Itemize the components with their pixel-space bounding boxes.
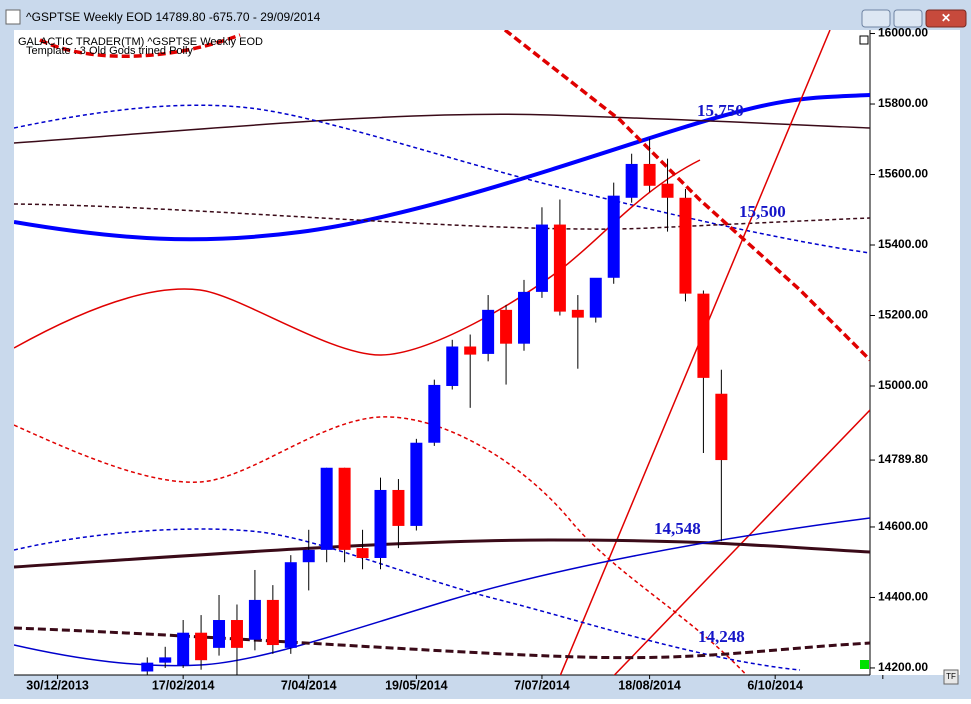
tf-button[interactable] <box>943 669 959 685</box>
candle-body <box>374 489 387 558</box>
candle-body <box>715 393 728 461</box>
candle-body <box>141 662 154 672</box>
overlay-line <box>613 409 870 675</box>
overlay-line <box>14 93 870 242</box>
chart-header: GALACTIC TRADER(TM) ^GSPTSE Weekly EOD <box>18 36 263 48</box>
y-tick-label: 16000.00 <box>878 26 928 40</box>
chart-header: Template : 3 Old Gods trined Polly <box>26 45 193 57</box>
candle-body <box>159 657 172 663</box>
overlay-line <box>14 517 870 667</box>
window-title: ^GSPTSE Weekly EOD 14789.80 -675.70 - 29… <box>26 10 321 24</box>
panel-box[interactable] <box>859 35 869 45</box>
candle-body <box>571 309 584 318</box>
y-tick-label: 15000.00 <box>878 378 928 392</box>
annotation: 14,248 <box>698 627 745 646</box>
x-tick-label: 7/04/2014 <box>281 678 337 692</box>
candle-body <box>679 197 692 294</box>
candle-body <box>607 195 620 278</box>
overlay-line <box>14 626 870 660</box>
candle-body <box>410 442 423 526</box>
annotation: 15,750 <box>697 101 744 120</box>
candle-body <box>266 599 279 646</box>
y-tick-label: 14200.00 <box>878 660 928 674</box>
candle-body <box>392 489 405 526</box>
candle-body <box>589 277 602 318</box>
overlay-line <box>14 416 748 675</box>
x-tick-label: 19/05/2014 <box>385 678 448 692</box>
candle-body <box>625 163 638 198</box>
y-tick-label: 15800.00 <box>878 96 928 110</box>
tf-label: TF <box>946 672 956 681</box>
minimize-button[interactable] <box>861 9 891 28</box>
maximize-button[interactable] <box>893 9 923 28</box>
annotation: 15,500 <box>739 202 786 221</box>
y-tick-label: 14600.00 <box>878 519 928 533</box>
overlay-line <box>14 538 870 569</box>
candle-body <box>177 632 190 666</box>
candle-body <box>320 467 333 550</box>
candle-body <box>697 293 710 378</box>
x-tick-label: 7/07/2014 <box>514 678 570 692</box>
candle-body <box>356 548 369 558</box>
candle-body <box>661 183 674 198</box>
candle-body <box>500 309 513 344</box>
overlay-line <box>14 104 870 254</box>
candle-body <box>446 346 459 386</box>
candle-body <box>482 309 495 354</box>
candles <box>141 138 728 675</box>
x-tick-label: 30/12/2013 <box>26 678 89 692</box>
overlay-line <box>559 30 831 675</box>
x-tick-label: 18/08/2014 <box>618 678 681 692</box>
app-icon <box>5 9 21 25</box>
candle-body <box>338 467 351 550</box>
x-tick-label: 6/10/2014 <box>747 678 803 692</box>
x-axis-labels: 30/12/2013 17/02/2014 7/04/2014 19/05/2014 7… <box>26 678 803 692</box>
overlay-line <box>39 33 241 58</box>
candle-body <box>284 562 297 648</box>
candle-body <box>518 291 531 344</box>
candle-body <box>213 620 226 648</box>
candle-body <box>464 346 477 355</box>
x-tick-label: 17/02/2014 <box>152 678 215 692</box>
panel-box[interactable] <box>860 660 869 669</box>
y-tick-label: 15600.00 <box>878 167 928 181</box>
candle-body <box>643 163 656 186</box>
annotation: 14,548 <box>654 519 701 538</box>
overlay-line <box>503 30 870 362</box>
y-tick-label: 14400.00 <box>878 590 928 604</box>
y-tick-label: 15200.00 <box>878 308 928 322</box>
close-glyph: ✕ <box>941 11 951 25</box>
candle-body <box>553 224 566 312</box>
y-tick-label: 15400.00 <box>878 237 928 251</box>
overlay-line <box>14 528 801 671</box>
close-button[interactable] <box>925 9 967 28</box>
candle-body <box>428 384 441 443</box>
candle-body <box>248 599 261 640</box>
candle-body <box>195 632 208 661</box>
candle-body <box>302 549 315 563</box>
candle-body <box>230 620 243 648</box>
candle-body <box>535 224 548 292</box>
overlays <box>14 30 870 675</box>
overlay-line <box>14 113 870 144</box>
y-tick-label: 14789.80 <box>878 452 928 466</box>
overlay-line <box>14 159 701 356</box>
